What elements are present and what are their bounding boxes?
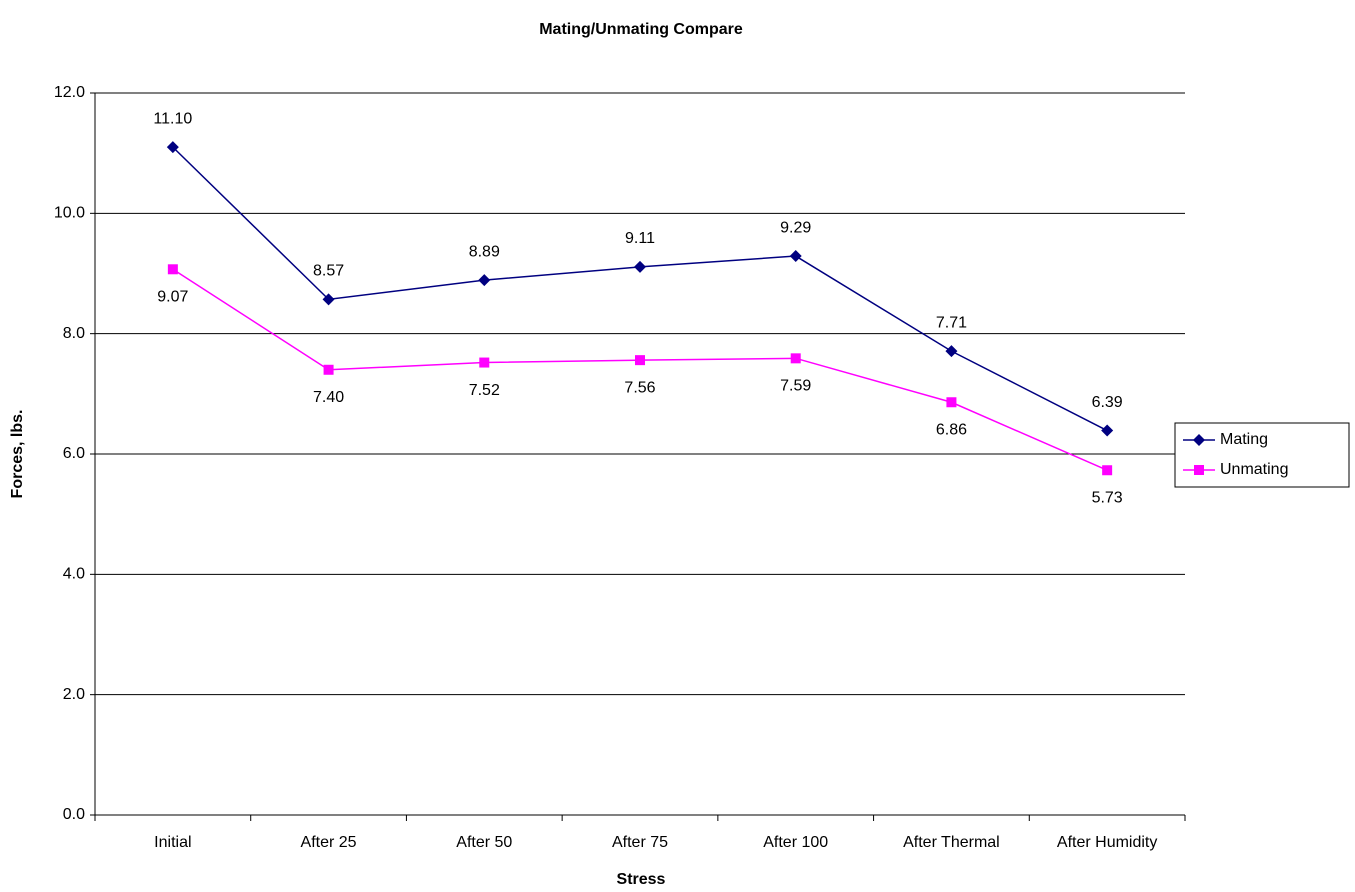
data-point: [635, 355, 645, 366]
data-point: [790, 353, 801, 364]
data-point: [1101, 424, 1114, 437]
data-label: 7.56: [624, 379, 655, 396]
data-label: 7.59: [780, 378, 811, 395]
data-point: [322, 293, 335, 306]
legend-label: Unmating: [1220, 461, 1288, 478]
data-label: 7.40: [313, 389, 344, 406]
data-label: 5.73: [1092, 489, 1123, 506]
data-label: 6.39: [1092, 394, 1123, 411]
y-tick-label: 12.0: [54, 84, 85, 101]
x-tick-label: After Thermal: [903, 834, 1000, 851]
x-tick-label: After 75: [612, 834, 668, 851]
data-label: 7.71: [936, 314, 967, 331]
data-point: [166, 141, 179, 154]
data-label: 9.29: [780, 219, 811, 236]
legend-label: Mating: [1220, 431, 1268, 448]
y-tick-label: 0.0: [63, 806, 85, 823]
data-point: [789, 250, 802, 263]
legend-marker: [1193, 434, 1205, 446]
x-tick-label: After 25: [301, 834, 357, 851]
data-point: [478, 274, 491, 287]
data-label: 6.86: [936, 421, 967, 438]
data-label: 8.57: [313, 263, 344, 280]
data-label: 11.10: [153, 110, 192, 127]
x-axis-label: Stress: [617, 871, 666, 888]
series-line: [172, 268, 1108, 471]
data-point: [634, 260, 646, 273]
data-point: [167, 264, 178, 275]
y-tick-label: 8.0: [63, 325, 85, 342]
y-axis-label: Forces, lbs.: [9, 410, 26, 499]
chart-title: Mating/Unmating Compare: [539, 21, 743, 38]
data-point: [946, 397, 957, 408]
data-label: 9.11: [625, 230, 655, 247]
data-point: [323, 364, 334, 375]
legend-marker: [1194, 465, 1204, 475]
legend-box: [1174, 422, 1350, 488]
data-label: 7.52: [469, 382, 500, 399]
x-tick-label: After 50: [456, 834, 512, 851]
data-point: [945, 345, 958, 358]
y-tick-label: 2.0: [63, 686, 85, 703]
data-label: 8.89: [469, 243, 500, 260]
x-tick-label: After 100: [763, 834, 828, 851]
x-tick-label: Initial: [154, 834, 191, 851]
y-tick-label: 10.0: [54, 205, 85, 222]
data-label: 9.07: [157, 289, 188, 306]
x-tick-label: After Humidity: [1057, 834, 1157, 851]
y-tick-label: 6.0: [63, 445, 85, 462]
y-tick-label: 4.0: [63, 566, 85, 583]
data-point: [1102, 465, 1113, 476]
data-point: [479, 357, 490, 368]
